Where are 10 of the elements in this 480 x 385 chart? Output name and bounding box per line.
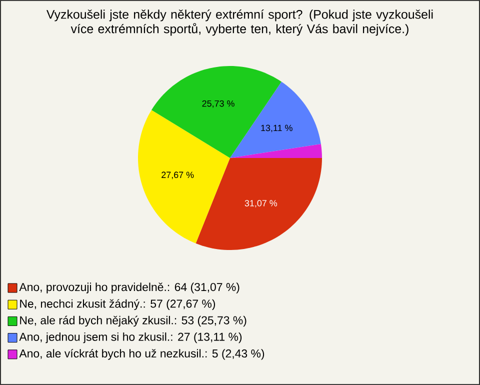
data-label: 25,73 % bbox=[202, 100, 234, 108]
legend-label: Ano, ale víckrát bych ho už nezkusil.: 5 (2,43 %) bbox=[19, 348, 264, 360]
chart-title: Vyzkoušeli jste někdy některý extrémní sport? (Pokud jste vyzkoušeli více extrémních sportů, vyberte ten, který Vás bavil nejvíce.) bbox=[46, 10, 433, 36]
data-label: 27,67 % bbox=[162, 172, 194, 180]
legend-label: Ano, jednou jsem si ho zkusil.: 27 (13,11 %) bbox=[19, 332, 242, 344]
data-label: 13,11 % bbox=[261, 124, 292, 132]
data-label: 31,07 % bbox=[244, 200, 278, 208]
legend-label: Ano, provozuji ho pravidelně.: 64 (31,07 %) bbox=[19, 282, 240, 294]
legend-label: Ne, nechci zkusit žádný.: 57 (27,67 %) bbox=[20, 299, 216, 310]
legend-label: Ne, ale rád bych nějaký zkusil.: 53 (25,73 %) bbox=[20, 316, 246, 327]
